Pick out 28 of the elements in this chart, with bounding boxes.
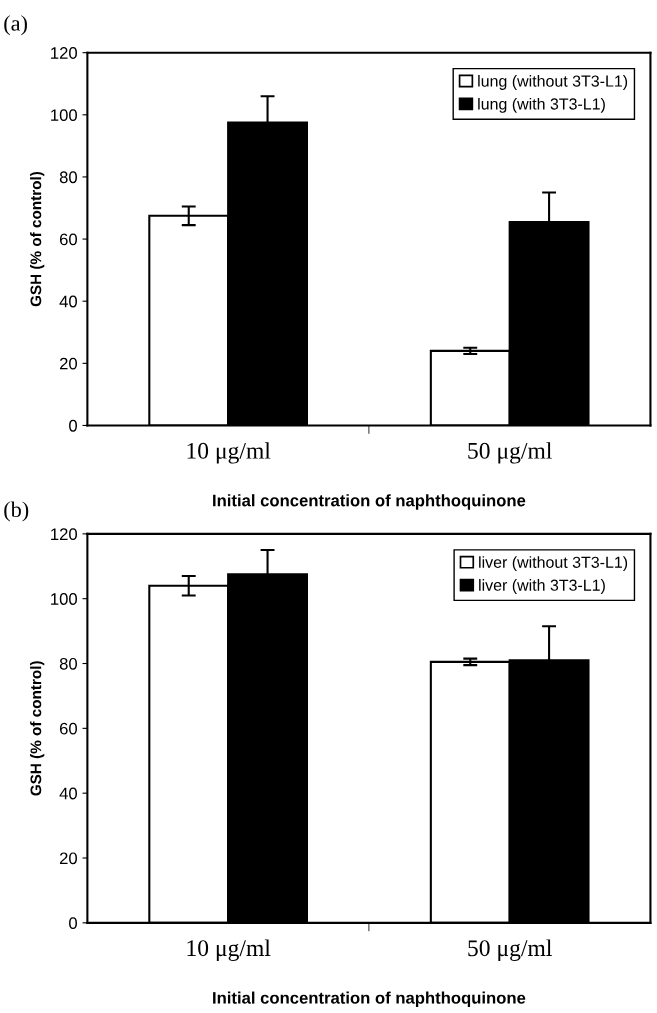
y-tick-label: 40 xyxy=(59,295,78,308)
y-axis-title: GSH (% of control) xyxy=(30,661,45,796)
x-tick-label: 10 μg/ml xyxy=(187,939,271,961)
y-axis-title: GSH (% of control) xyxy=(30,171,45,307)
y-tick-label: 20 xyxy=(59,852,78,865)
legend-label: lung (without 3T3-L1) xyxy=(478,75,628,90)
x-axis-title: Initial concentration of naphthoquinone xyxy=(213,991,526,1008)
y-tick-label: 20 xyxy=(59,357,78,370)
y-tick-label: 80 xyxy=(59,657,78,670)
y-tick-label: 100 xyxy=(51,593,78,605)
y-tick-label: 100 xyxy=(51,109,78,122)
y-tick-label: 120 xyxy=(51,47,78,59)
x-tick-label: 10 μg/ml xyxy=(187,442,271,464)
y-tick-label: 0 xyxy=(69,419,78,432)
x-tick-label: 50 μg/ml xyxy=(468,939,552,961)
y-tick-label: 80 xyxy=(59,171,78,184)
chart-title: (a) xyxy=(4,15,27,36)
legend-label: liver (without 3T3-L1) xyxy=(479,556,628,572)
y-tick-label: 40 xyxy=(59,787,78,800)
x-axis-title: Initial concentration of naphthoquinone xyxy=(213,494,526,510)
y-tick-label: 120 xyxy=(51,528,78,541)
legend-label: liver (with 3T3-L1) xyxy=(479,579,605,594)
y-tick-label: 0 xyxy=(69,917,78,930)
legend-label: lung (with 3T3-L1) xyxy=(478,97,605,113)
x-tick-label: 50 μg/ml xyxy=(468,442,552,464)
chart-title: (b) xyxy=(4,501,29,522)
y-tick-label: 60 xyxy=(59,233,78,246)
y-tick-label: 60 xyxy=(59,722,78,735)
